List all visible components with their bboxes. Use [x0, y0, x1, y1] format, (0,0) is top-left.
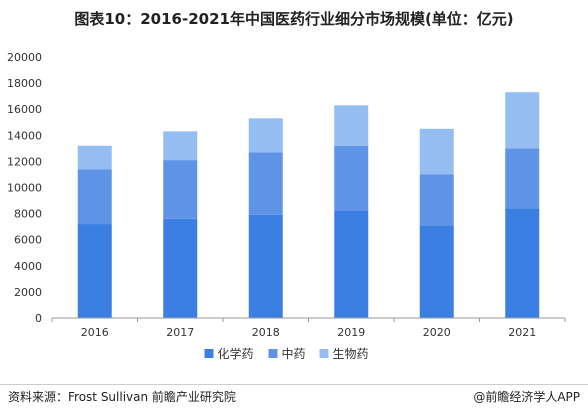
- bar-segment: [77, 145, 112, 170]
- source-note: 资料来源：Frost Sullivan 前瞻产业研究院: [8, 390, 236, 404]
- bar-segment: [163, 160, 198, 219]
- legend-label: 生物药: [333, 347, 369, 361]
- credit-label: @前瞻经济学人APP: [473, 390, 580, 404]
- bar-segment: [334, 145, 369, 211]
- bar-segment: [248, 214, 283, 318]
- stacked-bar-chart: 0 2000 4000 6000 8000 10000 12000 14000 16000 180…: [7, 51, 566, 361]
- x-tick-label: 2020: [423, 326, 451, 339]
- bar-segment: [334, 105, 369, 146]
- chart-title: 图表10：2016-2021年中国医药行业细分市场规模(单位：亿元): [74, 10, 514, 28]
- bar-segment: [163, 131, 198, 161]
- bar-segment: [419, 225, 454, 318]
- bar-segment: [248, 152, 283, 215]
- x-tick-label: 2017: [166, 326, 194, 339]
- legend: 化学药 中药 生物药: [204, 346, 369, 361]
- bar-segment: [77, 169, 112, 225]
- legend-label: 化学药: [218, 346, 254, 361]
- y-tick-label: 0: [35, 312, 42, 325]
- y-tick-label: 16000: [7, 103, 42, 116]
- y-tick-label: 12000: [7, 155, 42, 168]
- bar-segment: [163, 218, 198, 318]
- legend-swatch: [204, 349, 214, 358]
- y-tick-label: 6000: [14, 234, 42, 247]
- y-tick-label: 10000: [7, 182, 42, 195]
- bar-segment: [419, 128, 454, 175]
- legend-swatch: [319, 349, 329, 358]
- y-tick-label: 14000: [7, 129, 42, 142]
- bar-segment: [505, 208, 540, 318]
- y-axis: 0 2000 4000 6000 8000 10000 12000 14000 16000 180…: [7, 51, 42, 325]
- x-tick-label: 2021: [508, 326, 536, 339]
- legend-label: 中药: [282, 346, 306, 361]
- x-tick-label: 2018: [252, 326, 280, 339]
- legend-swatch: [268, 349, 278, 358]
- y-tick-label: 8000: [14, 208, 42, 221]
- bar-segment: [334, 210, 369, 318]
- y-tick-label: 20000: [7, 51, 42, 64]
- x-tick-label: 2016: [81, 326, 109, 339]
- x-tick-label: 2019: [337, 326, 365, 339]
- y-tick-label: 2000: [14, 286, 42, 299]
- bar-segment: [419, 174, 454, 226]
- y-tick-label: 18000: [7, 77, 42, 90]
- x-axis: 2016 2017 2018 2019 2020 2021: [51, 317, 566, 339]
- bar-segment: [248, 118, 283, 153]
- bar-segment: [77, 224, 112, 318]
- bar-segment: [505, 148, 540, 209]
- y-tick-label: 4000: [14, 260, 42, 273]
- footer-divider: [0, 384, 588, 385]
- bar-segment: [505, 92, 540, 149]
- bars-group: [77, 92, 540, 318]
